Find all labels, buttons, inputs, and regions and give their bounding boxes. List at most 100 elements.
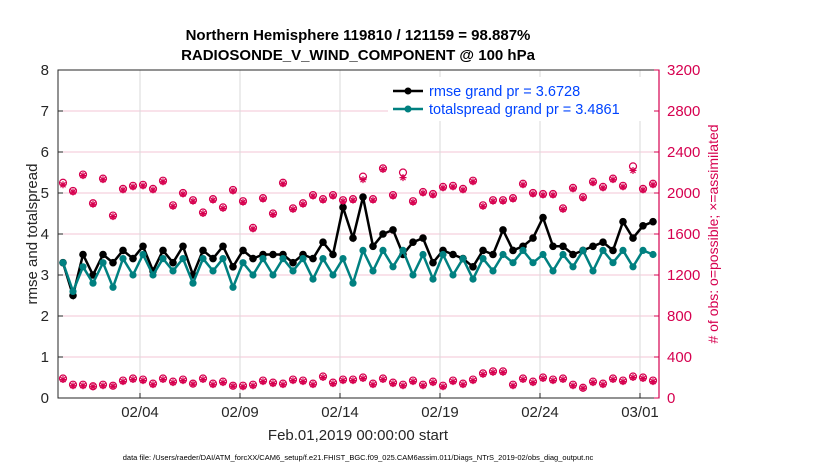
data-point — [469, 263, 477, 271]
obs-assimilated-marker — [399, 382, 407, 390]
y-right-tick-label: 0 — [667, 390, 675, 407]
obs-assimilated-marker — [269, 211, 277, 219]
legend-rmse-label: rmse grand pr = 3.6728 — [429, 84, 580, 100]
data-point — [209, 254, 217, 263]
y-right-tick-label: 1600 — [667, 226, 700, 243]
obs-assimilated-marker — [169, 379, 177, 387]
obs-assimilated-marker — [609, 376, 617, 384]
obs-assimilated-marker — [319, 374, 327, 381]
obs-assimilated-marker — [109, 382, 117, 390]
obs-assimilated-marker — [149, 186, 157, 194]
y-tick-label: 2 — [41, 308, 49, 325]
obs-assimilated-marker — [409, 378, 417, 386]
y-tick-label: 6 — [41, 144, 49, 161]
obs-assimilated-marker — [339, 377, 347, 385]
obs-assimilated-marker — [639, 186, 647, 194]
obs-assimilated-marker — [99, 176, 107, 184]
obs-assimilated-marker — [89, 383, 97, 391]
data-point — [629, 263, 637, 271]
obs-assimilated-marker — [519, 376, 527, 384]
obs-assimilated-marker — [419, 189, 427, 197]
data-point — [589, 267, 597, 275]
obs-assimilated-marker — [299, 200, 307, 208]
obs-assimilated-marker — [139, 182, 147, 190]
obs-assimilated-marker — [509, 195, 517, 203]
data-point — [369, 267, 377, 275]
obs-assimilated-marker — [579, 194, 587, 202]
data-point — [149, 271, 157, 279]
obs-assimilated-marker — [89, 200, 97, 208]
series-0 — [59, 193, 657, 301]
data-point — [79, 263, 87, 271]
series-4 — [58, 367, 658, 392]
data-point — [329, 250, 337, 259]
obs-assimilated-marker — [529, 190, 537, 198]
y-tick-label: 3 — [41, 267, 49, 284]
obs-assimilated-marker — [539, 375, 547, 383]
obs-assimilated-marker — [479, 202, 487, 210]
data-point — [579, 246, 587, 254]
data-point — [169, 267, 177, 275]
series-2 — [58, 162, 658, 232]
y-right-tick-label: 1200 — [667, 267, 700, 284]
y-right-tick-label: 2400 — [667, 144, 700, 161]
obs-assimilated-marker — [199, 210, 207, 217]
obs-assimilated-marker — [69, 188, 77, 196]
data-point — [389, 226, 397, 234]
obs-assimilated-marker — [329, 192, 337, 200]
data-point — [219, 255, 227, 263]
obs-assimilated-marker — [129, 183, 137, 191]
data-point — [589, 242, 597, 251]
obs-assimilated-marker — [519, 181, 527, 189]
obs-assimilated-marker — [539, 191, 547, 199]
obs-assimilated-marker — [279, 381, 287, 389]
obs-assimilated-marker — [59, 376, 67, 384]
data-point — [89, 279, 97, 287]
data-point — [339, 255, 347, 263]
data-point — [339, 203, 347, 212]
data-point — [459, 255, 467, 263]
y-right-tick-label: 3200 — [667, 62, 700, 79]
data-point — [409, 271, 417, 279]
data-point — [269, 250, 277, 259]
data-point — [259, 255, 267, 263]
data-point — [389, 263, 397, 271]
obs-assimilated-marker — [629, 166, 637, 174]
y-axis-right-label: # of obs: o=possible; ×=assimilated — [705, 124, 721, 343]
data-file-footer: data file: /Users/raeder/DAI/ATM_forcXX/… — [123, 453, 594, 462]
x-tick-label: 02/04 — [121, 404, 159, 421]
data-point — [139, 250, 147, 259]
data-point — [359, 246, 367, 254]
data-point — [109, 258, 117, 267]
data-point — [289, 258, 297, 267]
obs-assimilated-marker — [619, 183, 627, 191]
obs-assimilated-marker — [469, 377, 477, 385]
y-tick-label: 4 — [41, 226, 49, 243]
obs-assimilated-marker — [319, 196, 327, 204]
x-tick-label: 02/14 — [321, 404, 359, 421]
obs-assimilated-marker — [129, 376, 137, 384]
data-point — [519, 246, 527, 254]
data-point — [559, 250, 567, 259]
obs-assimilated-marker — [369, 196, 377, 204]
series-5 — [59, 368, 657, 392]
obs-assimilated-marker — [219, 204, 227, 212]
obs-assimilated-marker — [349, 196, 357, 204]
obs-assimilated-marker — [259, 378, 267, 386]
obs-assimilated-marker — [109, 213, 117, 221]
y-axis-label: rmse and totalspread — [24, 164, 41, 305]
obs-assimilated-marker — [569, 382, 577, 390]
data-point — [309, 275, 317, 283]
plot-marks — [58, 162, 658, 392]
obs-assimilated-marker — [289, 377, 297, 385]
data-point — [179, 255, 187, 263]
data-point — [399, 246, 407, 254]
data-point — [249, 271, 257, 279]
x-axis-label: Feb.01,2019 00:00:00 start — [268, 427, 449, 444]
data-point — [119, 255, 127, 263]
data-point — [359, 193, 367, 201]
obs-assimilated-marker — [309, 381, 317, 389]
data-point — [189, 279, 197, 287]
obs-assimilated-marker — [79, 382, 87, 390]
obs-assimilated-marker — [589, 179, 597, 187]
